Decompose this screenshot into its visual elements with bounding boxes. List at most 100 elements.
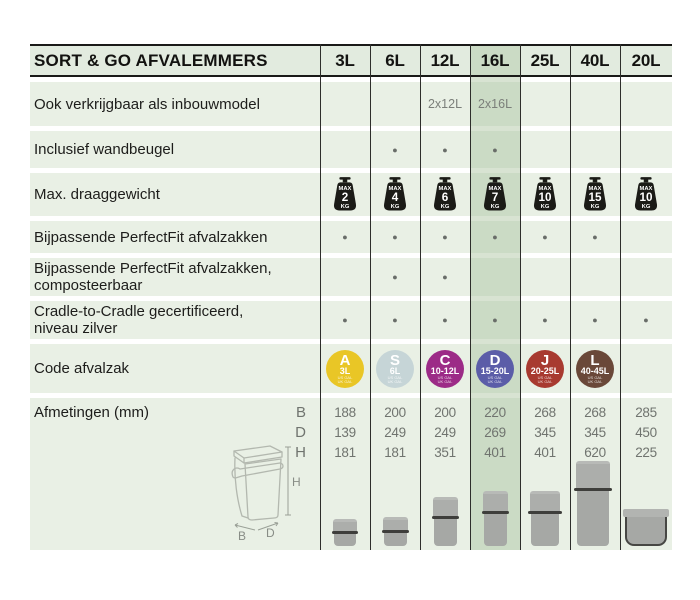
column-header-6l: 6L [385, 50, 405, 70]
table-cell [520, 82, 570, 126]
highlight-gap-segment [470, 126, 520, 131]
dim-value: 620 [584, 444, 606, 460]
feature-dot-cell: ● [442, 232, 448, 242]
feature-dot-cell-highlighted: ● [470, 301, 520, 339]
bag-code-badge-d: D 15-20L US GAL UK GAL [476, 349, 514, 388]
feature-dot-cell: ● [592, 315, 598, 325]
sketch-b-label: B [238, 529, 246, 542]
column-header-25l: 25L [530, 50, 560, 70]
bin-body [333, 534, 357, 546]
column-divider [570, 44, 571, 550]
svg-text:MAX: MAX [439, 186, 452, 192]
dim-value: 139 [334, 424, 356, 440]
feature-dot-cell: ● [392, 144, 398, 155]
feature-dot-cell: ● [542, 315, 548, 325]
table-cell-highlighted: D 15-20L US GAL UK GAL [470, 344, 520, 393]
feature-dot-cell [620, 258, 672, 296]
bag-code-badge-l: L 40-45L US GAL UK GAL [576, 349, 614, 388]
svg-text:10: 10 [639, 191, 653, 204]
feature-dot-cell: ● [342, 232, 348, 242]
row-label: Code afvalzak [34, 360, 130, 377]
bin-rim [332, 531, 358, 535]
bin-rim [528, 510, 562, 514]
bag-code-microtext: UK GAL [387, 379, 403, 384]
svg-text:15: 15 [588, 191, 602, 204]
bag-code-badge-a: A 3L US GAL UK GAL [326, 349, 364, 388]
svg-text:KG: KG [591, 204, 600, 210]
svg-text:MAX: MAX [389, 186, 402, 192]
bin-lid [333, 519, 357, 532]
column-divider [620, 44, 621, 550]
bin-body [484, 513, 507, 546]
bin-illustration-16l [482, 491, 509, 546]
bin-dimensions-sketch: H B D [231, 445, 301, 542]
feature-dot-cell: ● [392, 315, 398, 325]
bag-code-microtext: UK GAL [437, 379, 453, 384]
bag-code-microtext: US GAL [487, 375, 503, 380]
column-header-40l: 40L [580, 50, 610, 70]
table-cell: A 3L US GAL UK GAL [320, 344, 370, 393]
row-label: Bijpassende PerfectFit afvalzakken, comp… [30, 258, 320, 296]
dim-d-label: D [295, 423, 306, 441]
row-label: Afmetingen (mm) B [30, 402, 320, 422]
table-cell: L 40-45L US GAL UK GAL [570, 344, 620, 393]
sketch-d-label: D [266, 526, 275, 540]
svg-text:MAX: MAX [339, 186, 352, 192]
row-code-afvalzak: Code afvalzak A 3L US GAL UK GAL S 6L US… [30, 344, 672, 393]
svg-text:KG: KG [441, 204, 450, 210]
row-max-draaggewicht: Max. draaggewicht MAX 2 KG MAX 4 KG MAX 6 KG M… [30, 173, 672, 216]
table-cell: S 6L US GAL UK GAL [370, 344, 420, 393]
column-header-12l: 12L [430, 50, 460, 70]
row-label: D [30, 422, 320, 442]
column-divider [420, 44, 421, 550]
bin-illustration-25l [528, 491, 562, 546]
bin-body [576, 491, 610, 546]
column-divider [320, 44, 321, 550]
bag-code-letter: A [339, 352, 351, 369]
svg-text:2: 2 [342, 191, 349, 204]
row-label: Ook verkrijgbaar als inbouwmodel [34, 95, 260, 113]
feature-dot-cell [320, 258, 370, 296]
table-cell [620, 344, 672, 393]
bag-code-size: 20-25L [530, 366, 560, 376]
bag-code-microtext: UK GAL [587, 379, 603, 384]
svg-text:KG: KG [491, 204, 500, 210]
table-cell-highlighted: MAX 7 KG [470, 173, 520, 216]
dim-value: 181 [384, 444, 406, 460]
row-cradle-to-cradle: Cradle-to-Cradle gecertificeerd, niveau … [30, 301, 672, 339]
product-comparison-table: SORT & GO AFVALEMMERS 3L 6L 12L 16L 25L … [30, 44, 672, 550]
dim-b-label: B [295, 403, 306, 421]
feature-dot-cell: ● [442, 315, 448, 325]
feature-dot-cell [520, 258, 570, 296]
dim-value: 285 [635, 404, 657, 420]
dim-value: 401 [534, 444, 556, 460]
bin-illustration-6l [382, 517, 409, 546]
dim-value: 220 [484, 404, 506, 420]
bag-code-letter: S [389, 352, 400, 369]
table-cell: MAX 2 KG [320, 173, 370, 216]
bin-body [530, 513, 560, 546]
bag-code-size: 15-20L [480, 366, 510, 376]
feature-dot-cell: ● [592, 232, 598, 242]
bin-rim [382, 530, 409, 534]
feature-dot-cell [320, 131, 370, 168]
table-header-row: SORT & GO AFVALEMMERS 3L 6L 12L 16L 25L … [30, 46, 672, 77]
sketch-h-label: H [292, 475, 301, 489]
dimension-line-h: H 181 181 351 401 401 620 225 [30, 442, 672, 462]
svg-text:4: 4 [392, 191, 399, 204]
bin-lid [383, 517, 408, 531]
row-perfectfit: Bijpassende PerfectFit afvalzakken ● ● ●… [30, 221, 672, 253]
row-label: Bijpassende PerfectFit afvalzakken [34, 228, 268, 246]
bag-code-size: 6L [389, 366, 401, 376]
highlight-gap-segment [470, 296, 520, 301]
feature-dot-cell: ● [643, 315, 649, 325]
feature-dot-cell-highlighted: ● [470, 221, 520, 253]
bag-code-microtext: US GAL [337, 375, 353, 380]
bin-illustration-20l [623, 509, 669, 546]
bag-code-size: 10-12L [430, 366, 460, 376]
highlight-gap-segment [470, 253, 520, 258]
bag-code-microtext: UK GAL [487, 379, 503, 384]
